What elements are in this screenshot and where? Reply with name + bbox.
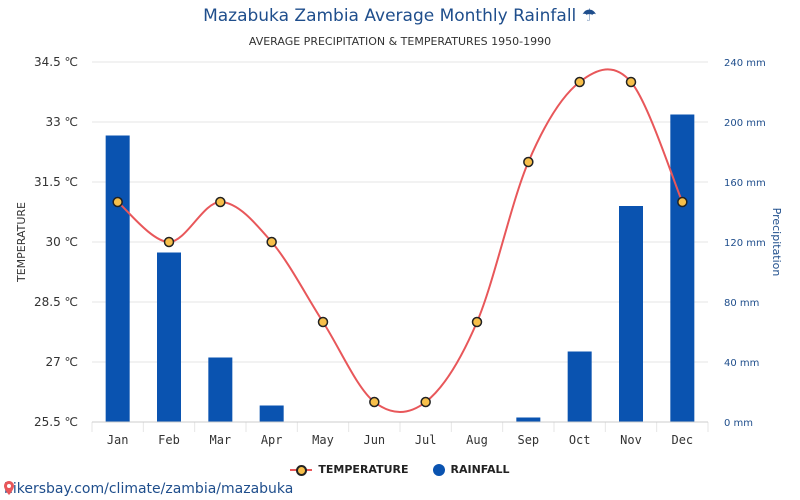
legend-temperature[interactable]: TEMPERATURE xyxy=(290,463,409,476)
temperature-point[interactable] xyxy=(420,396,431,408)
grid-lines xyxy=(91,61,709,432)
temperature-point[interactable] xyxy=(266,236,277,248)
legend-temperature-label: TEMPERATURE xyxy=(318,463,409,476)
legend-rainfall[interactable]: RAINFALL xyxy=(432,463,510,476)
rainfall-bar[interactable] xyxy=(105,135,130,423)
y-left-tick-label: 30 ℃ xyxy=(45,235,78,249)
y-left-tick-label: 27 ℃ xyxy=(45,355,78,369)
temperature-point[interactable] xyxy=(112,196,123,208)
temperature-point[interactable] xyxy=(574,76,585,88)
temperature-point[interactable] xyxy=(163,236,175,248)
temperature-point[interactable] xyxy=(523,156,534,168)
y-left-tick-label: 28.5 ℃ xyxy=(34,295,78,309)
x-tick-label: Jul xyxy=(415,433,437,447)
y-left-tick-label: 31.5 ℃ xyxy=(34,175,78,189)
map-pin-icon xyxy=(4,481,14,495)
x-tick-label: Jan xyxy=(107,433,129,447)
temperature-line xyxy=(117,68,684,413)
y-right-tick-label: 120 mm xyxy=(724,238,766,249)
rainfall-bar[interactable] xyxy=(157,252,181,423)
chart-title: Mazabuka Zambia Average Monthly Rainfall… xyxy=(203,6,597,26)
y-left-tick-label: 33 ℃ xyxy=(45,115,78,129)
x-tick-label: Nov xyxy=(620,433,642,447)
chart-subtitle: AVERAGE PRECIPITATION & TEMPERATURES 195… xyxy=(248,35,552,48)
x-tick-label: Dec xyxy=(671,433,693,447)
source-link-text: hikersbay.com/climate/zambia/mazabuka xyxy=(4,481,294,497)
temperature-point[interactable] xyxy=(215,196,226,208)
y-right-tick-label: 0 mm xyxy=(724,418,753,429)
y-right-tick-label: 200 mm xyxy=(724,118,766,129)
y-right-tick-label: 160 mm xyxy=(724,178,766,189)
temperature-point[interactable] xyxy=(317,316,329,328)
x-tick-label: Jun xyxy=(363,433,385,447)
rainfall-bar[interactable] xyxy=(259,405,284,423)
x-tick-label: Sep xyxy=(517,433,539,447)
y-right-tick-label: 40 mm xyxy=(724,358,759,369)
x-tick-label: May xyxy=(312,433,334,447)
x-tick-label: Mar xyxy=(209,433,231,447)
temperature-line-group xyxy=(117,68,684,413)
source-link[interactable]: hikersbay.com/climate/zambia/mazabuka xyxy=(4,481,293,497)
rainfall-bar[interactable] xyxy=(567,351,592,423)
x-tick-label: Aug xyxy=(466,433,488,447)
legend-rainfall-label: RAINFALL xyxy=(450,463,510,476)
y-axis-left-title: TEMPERATURE xyxy=(15,202,28,283)
rainfall-bar[interactable] xyxy=(208,357,233,423)
rainfall-bar[interactable] xyxy=(516,417,541,423)
temperature-markers xyxy=(112,76,688,408)
x-tick-label: Oct xyxy=(569,433,591,447)
rainfall-bar[interactable] xyxy=(619,206,643,422)
rainfall-dot-icon xyxy=(432,463,445,476)
y-axis-right-title: Precipitation xyxy=(770,208,783,277)
y-left-tick-label: 25.5 ℃ xyxy=(34,415,78,429)
axes: 25.5 ℃ 0 mm 27 ℃ 40 mm 28.5 ℃ 80 mm 30 ℃ 120 mm… xyxy=(34,55,766,447)
temperature-point[interactable] xyxy=(369,396,380,408)
x-tick-label: Apr xyxy=(261,433,283,447)
y-left-tick-label: 34.5 ℃ xyxy=(34,55,78,69)
legend: TEMPERATURE RAINFALL xyxy=(0,463,800,476)
temperature-point[interactable] xyxy=(471,316,483,328)
temperature-point[interactable] xyxy=(625,76,637,88)
x-tick-label: Feb xyxy=(158,433,180,447)
y-right-tick-label: 80 mm xyxy=(724,298,759,309)
temperature-line-icon xyxy=(290,464,313,476)
rainfall-bars xyxy=(105,114,695,423)
y-right-tick-label: 240 mm xyxy=(724,58,766,69)
rainfall-bar[interactable] xyxy=(670,114,695,423)
temperature-point[interactable] xyxy=(677,196,688,208)
